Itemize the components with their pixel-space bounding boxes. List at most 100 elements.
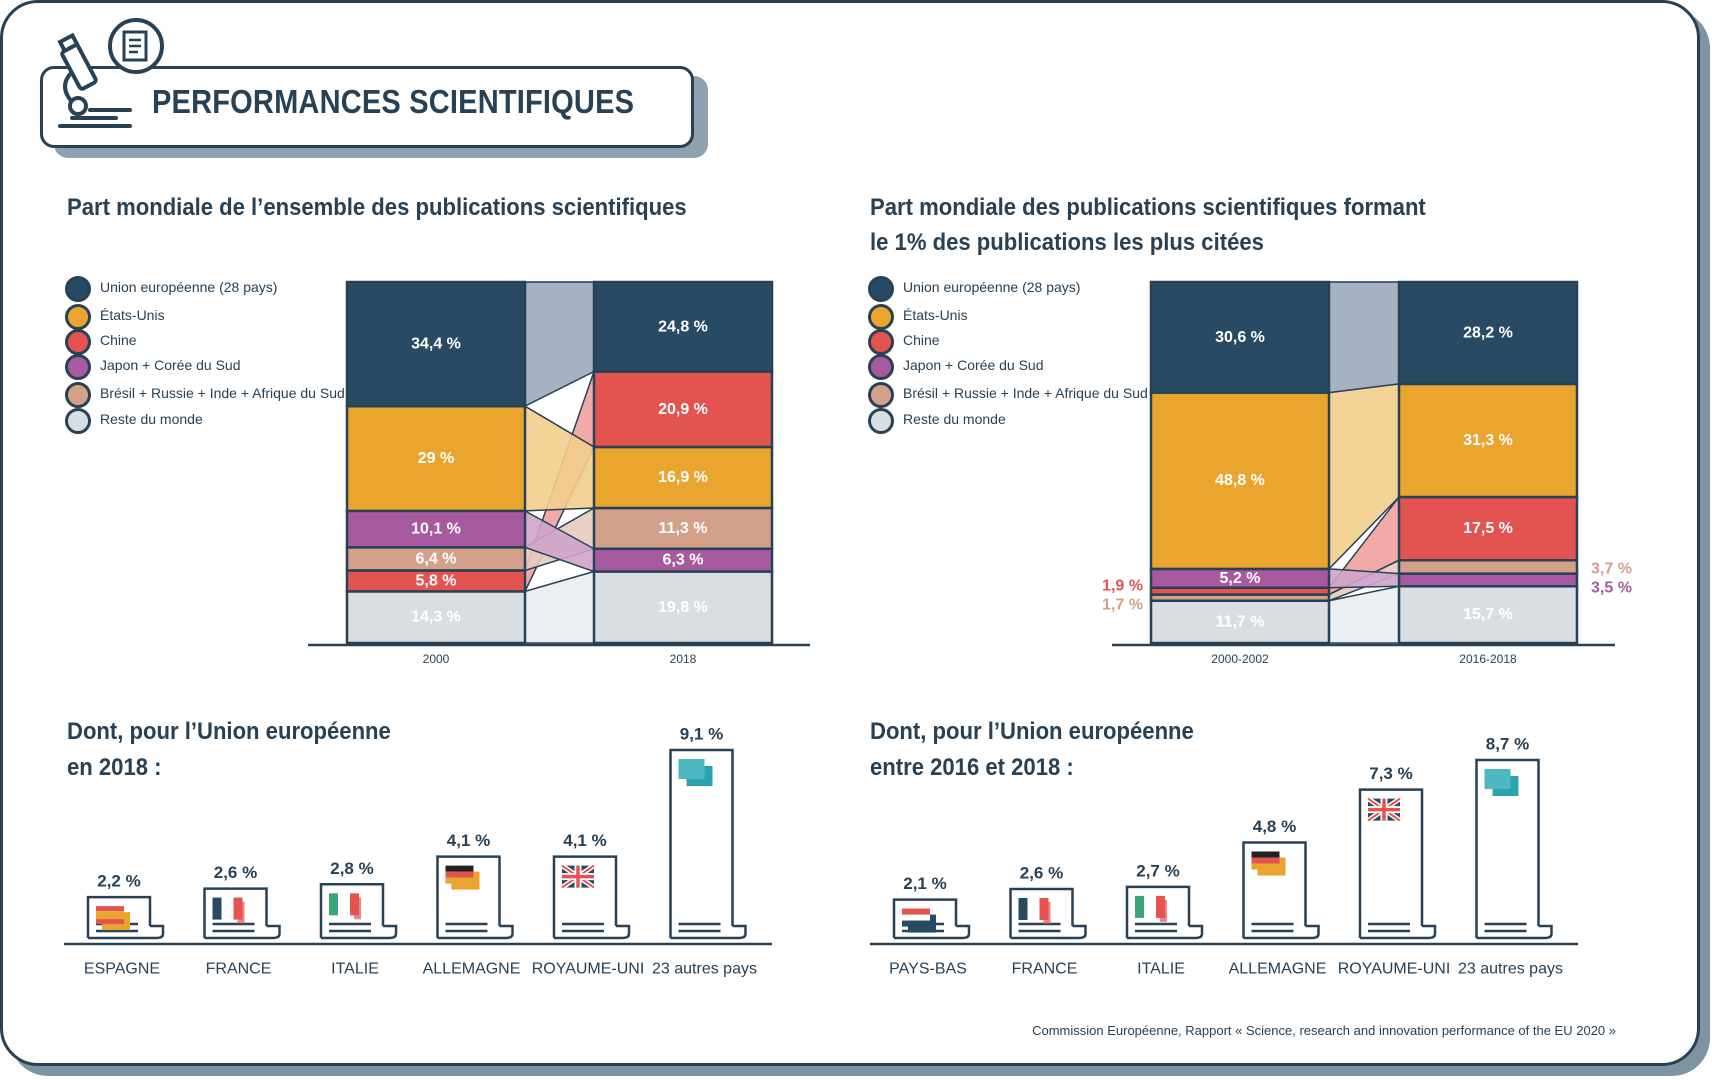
chart1-value-label: 11,3 % xyxy=(659,520,708,537)
chart3-title-line2: en 2018 : xyxy=(67,754,162,781)
chart1-value-label: 19,8 % xyxy=(658,599,708,616)
microscope-icon xyxy=(57,18,164,128)
flag-stripe xyxy=(902,914,930,921)
chart1-bar-2000-reste-du-monde xyxy=(345,590,527,645)
legend-swatch xyxy=(868,276,894,302)
chart3-bar-fold xyxy=(499,924,514,940)
title-box xyxy=(40,66,694,148)
chart1-bar-2018-union-europ-enne-28-pays xyxy=(592,280,774,373)
chart4-bar-fold xyxy=(1305,924,1320,940)
chart2-bar-2016-2018-reste-du-monde xyxy=(1397,585,1579,645)
chart4-category-label: FRANCE xyxy=(1012,961,1078,978)
chart2-flow-union-europ-enne-28-pays xyxy=(1328,281,1400,394)
flag-stripe xyxy=(678,759,705,779)
chart2-bar-2000-2002-union-europ-enne-28-pays xyxy=(1149,280,1331,394)
chart4-bar-fold xyxy=(1422,924,1437,940)
chart3-bar-fold xyxy=(616,924,631,940)
chart4-flag-uk-icon xyxy=(1366,796,1402,823)
chart4-bar-fold xyxy=(956,924,971,940)
flag-stripe xyxy=(1018,898,1028,921)
chart2-value-label: 3,7 % xyxy=(1591,561,1632,578)
chart1-value-label: 6,4 % xyxy=(416,550,457,567)
legend-swatch xyxy=(868,354,894,380)
chart3-value-label: 2,8 % xyxy=(330,859,373,878)
chart1-value-label: 20,9 % xyxy=(658,401,708,418)
chart3-flag-it-icon xyxy=(329,893,361,920)
chart4-category-label: ITALIE xyxy=(1137,961,1185,978)
legend-swatch xyxy=(868,408,894,434)
chart1-bar-2000-union-europ-enne-28-pays xyxy=(345,280,527,408)
flag-stripe xyxy=(329,893,338,916)
chart4-bar-fold xyxy=(1072,924,1087,940)
chart4-bar-fold xyxy=(1189,924,1204,940)
chart2-bar-2016-2018-chine xyxy=(1397,495,1579,562)
legend-swatch xyxy=(65,304,91,330)
chart2-value-label: 31,3 % xyxy=(1463,432,1513,449)
legend-label: Chine xyxy=(100,332,137,348)
chart4-flag-de-icon xyxy=(1251,851,1286,876)
legend-swatch xyxy=(65,382,91,408)
chart2-value-label: 3,5 % xyxy=(1591,580,1632,597)
legend-swatch xyxy=(868,304,894,330)
flag-stripe xyxy=(902,920,930,927)
chart3-category-label: ALLEMAGNE xyxy=(423,961,521,978)
chart3-category-label: FRANCE xyxy=(206,961,272,978)
chart2-value-label: 1,7 % xyxy=(1102,597,1143,614)
flag-stripe xyxy=(445,877,474,884)
flag-stripe xyxy=(1251,857,1280,864)
chart1-bar-2018-chine xyxy=(592,370,774,449)
chart2-value-label: 17,5 % xyxy=(1463,520,1513,537)
chart4-flag-fr-icon xyxy=(1018,898,1051,925)
chart4-value-label: 2,1 % xyxy=(903,874,946,893)
chart4-flag-it-icon xyxy=(1135,895,1167,922)
flag-stripe xyxy=(445,865,474,872)
chart1-bar-2018-br-sil-russie-inde-afrique-du-sud xyxy=(592,506,774,551)
page-title: PERFORMANCES SCIENTIFIQUES xyxy=(152,83,635,120)
chart3-flag-eu-icon xyxy=(678,759,713,786)
chart1-value-label: 34,4 % xyxy=(411,336,461,353)
chart4-value-label: 7,3 % xyxy=(1369,764,1412,783)
chart2-title-line2: le 1% des publications les plus citées xyxy=(870,229,1264,256)
chart4-flag-eu-icon xyxy=(1484,769,1519,796)
legend-label: Brésil + Russie + Inde + Afrique du Sud xyxy=(903,385,1148,401)
chart1-value-label: 14,3 % xyxy=(411,609,461,626)
chart4-bar-royaume-uni xyxy=(1358,788,1424,940)
chart2-category-label: 2016-2018 xyxy=(1459,652,1517,666)
chart3-value-label: 4,1 % xyxy=(563,831,606,850)
flag-stripe xyxy=(1135,895,1144,918)
flag-stripe xyxy=(1160,899,1167,922)
chart2-bar-2016-2018-br-sil-russie-inde-afrique-du-sud xyxy=(1397,558,1579,575)
chart1-value-label: 16,9 % xyxy=(658,469,708,486)
chart4-category-label: 23 autres pays xyxy=(1458,961,1563,978)
chart3-flag-es-icon xyxy=(96,906,130,931)
flag-stripe xyxy=(96,906,124,912)
flag-stripe xyxy=(354,897,361,920)
chart2-value-label: 28,2 % xyxy=(1463,324,1513,341)
chart4-value-label: 8,7 % xyxy=(1486,735,1529,754)
chart3-category-label: 23 autres pays xyxy=(652,961,757,978)
legend-label: États-Unis xyxy=(903,307,968,323)
chart4-bar-fold xyxy=(1538,924,1553,940)
chart2-value-label: 30,6 % xyxy=(1215,329,1265,346)
chart3-category-label: ESPAGNE xyxy=(84,961,160,978)
chart1-category-label: 2000 xyxy=(423,652,450,666)
chart1-title: Part mondiale de l’ensemble des publicat… xyxy=(67,194,687,221)
chart4-category-label: PAYS-BAS xyxy=(889,961,967,978)
chart4-bar-23-autres-pays xyxy=(1475,758,1540,940)
legend-swatch xyxy=(65,329,91,355)
flag-stripe xyxy=(212,897,222,920)
chart3-value-label: 4,1 % xyxy=(447,831,490,850)
flag-stripe xyxy=(96,911,124,920)
chart3-flag-de-icon xyxy=(445,865,480,890)
chart1-bar-2018-tats-unis xyxy=(592,445,774,510)
chart1-category-label: 2018 xyxy=(670,652,697,666)
chart1-bar-2018-reste-du-monde xyxy=(592,570,774,645)
flag-stripe xyxy=(902,908,930,915)
chart2-bar-2016-2018-japon-cor-e-du-sud xyxy=(1397,572,1579,588)
chart4-category-label: ROYAUME-UNI xyxy=(1338,961,1451,978)
chart1-value-label: 10,1 % xyxy=(411,521,461,538)
chart3-bar-fold xyxy=(266,924,281,940)
flag-stripe xyxy=(96,919,124,925)
chart4-flag-nl-icon xyxy=(902,908,936,933)
